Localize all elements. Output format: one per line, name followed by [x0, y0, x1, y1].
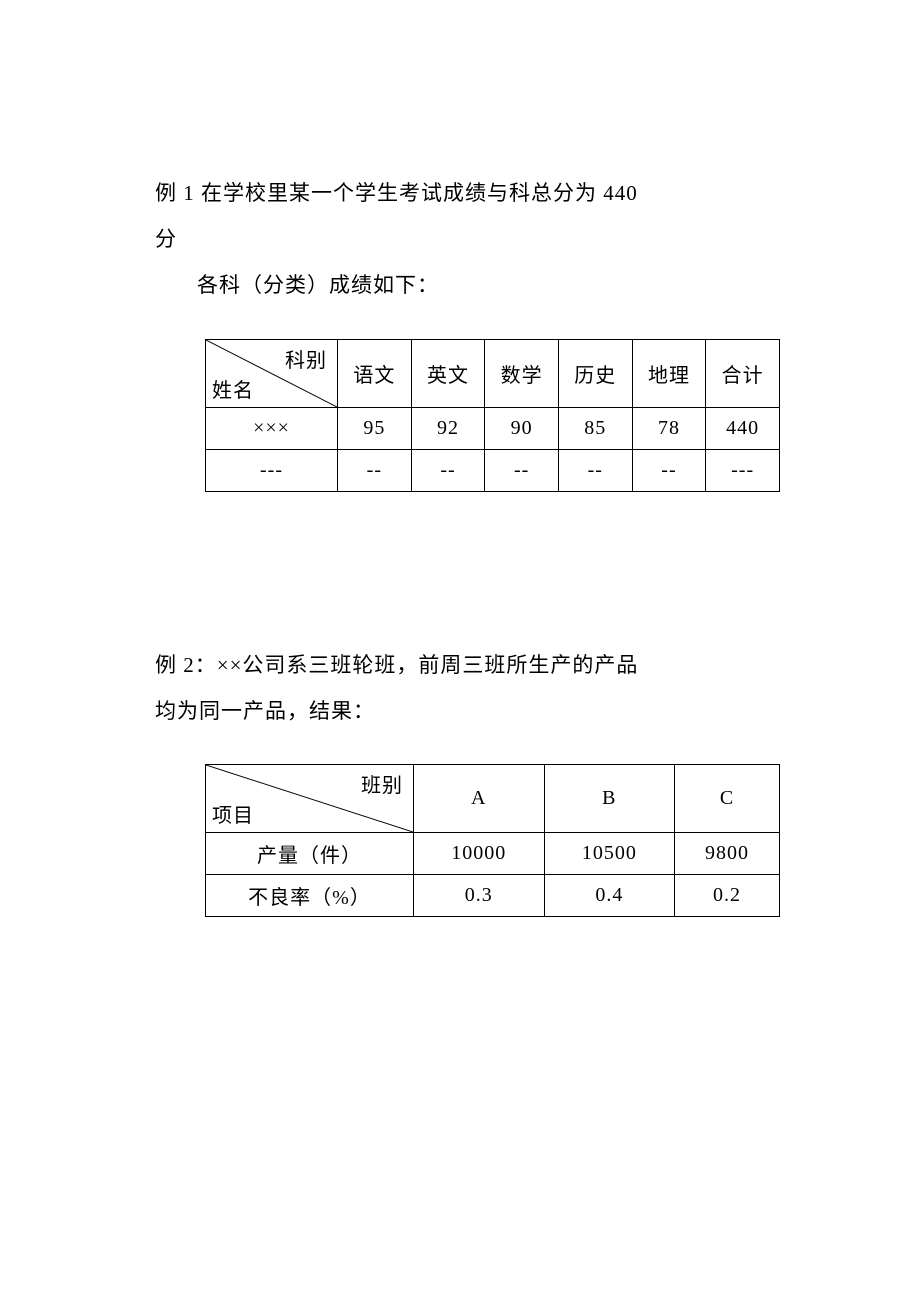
diagonal-header-cell: 班别 项目 — [206, 764, 414, 832]
column-header: B — [544, 764, 675, 832]
diag-bottom-label: 姓名 — [212, 374, 254, 403]
table-cell: 85 — [558, 407, 632, 449]
diag-bottom-label: 项目 — [212, 799, 254, 828]
row-name: ××× — [206, 407, 338, 449]
column-header: A — [414, 764, 545, 832]
row-name: 不良率（%） — [206, 874, 414, 916]
table-row: ××× 95 92 90 85 78 440 — [206, 407, 780, 449]
column-header: 英文 — [411, 339, 485, 407]
column-header: 数学 — [485, 339, 559, 407]
table-cell: 78 — [632, 407, 706, 449]
table-cell: 10000 — [414, 832, 545, 874]
table-cell: 9800 — [675, 832, 780, 874]
example2-table: 班别 项目 A B C 产量（件） 10000 10500 9800 不良率（%… — [205, 764, 780, 917]
table-cell: -- — [411, 449, 485, 491]
table-row: --- -- -- -- -- -- --- — [206, 449, 780, 491]
table-cell: -- — [338, 449, 412, 491]
column-header: C — [675, 764, 780, 832]
example2-title-line2: 均为同一产品，结果： — [155, 688, 775, 734]
example1-table: 科别 姓名 语文 英文 数学 历史 地理 合计 ××× 95 92 90 85 … — [205, 339, 780, 492]
column-header: 历史 — [558, 339, 632, 407]
column-header: 语文 — [338, 339, 412, 407]
table-cell: 0.4 — [544, 874, 675, 916]
table-row: 产量（件） 10000 10500 9800 — [206, 832, 780, 874]
table-cell: --- — [706, 449, 780, 491]
example1-subtitle: 各科（分类）成绩如下： — [155, 262, 775, 308]
diag-top-label: 科别 — [285, 344, 327, 373]
example1-title-line2: 分 — [155, 216, 775, 262]
section-spacer — [155, 492, 775, 642]
table-cell: -- — [485, 449, 559, 491]
table-header-row: 科别 姓名 语文 英文 数学 历史 地理 合计 — [206, 339, 780, 407]
table-cell: 90 — [485, 407, 559, 449]
table-header-row: 班别 项目 A B C — [206, 764, 780, 832]
table-cell: 440 — [706, 407, 780, 449]
example2-title-line1: 例 2：××公司系三班轮班，前周三班所生产的产品 — [155, 642, 775, 688]
table-cell: 92 — [411, 407, 485, 449]
example1-title-line1: 例 1 在学校里某一个学生考试成绩与科总分为 440 — [155, 170, 775, 216]
table-cell: 95 — [338, 407, 412, 449]
table-cell: -- — [558, 449, 632, 491]
table-cell: 0.2 — [675, 874, 780, 916]
column-header: 合计 — [706, 339, 780, 407]
column-header: 地理 — [632, 339, 706, 407]
row-name: --- — [206, 449, 338, 491]
table-cell: 0.3 — [414, 874, 545, 916]
table-cell: -- — [632, 449, 706, 491]
row-name: 产量（件） — [206, 832, 414, 874]
table-cell: 10500 — [544, 832, 675, 874]
diagonal-header-cell: 科别 姓名 — [206, 339, 338, 407]
table-row: 不良率（%） 0.3 0.4 0.2 — [206, 874, 780, 916]
diag-top-label: 班别 — [361, 769, 403, 798]
